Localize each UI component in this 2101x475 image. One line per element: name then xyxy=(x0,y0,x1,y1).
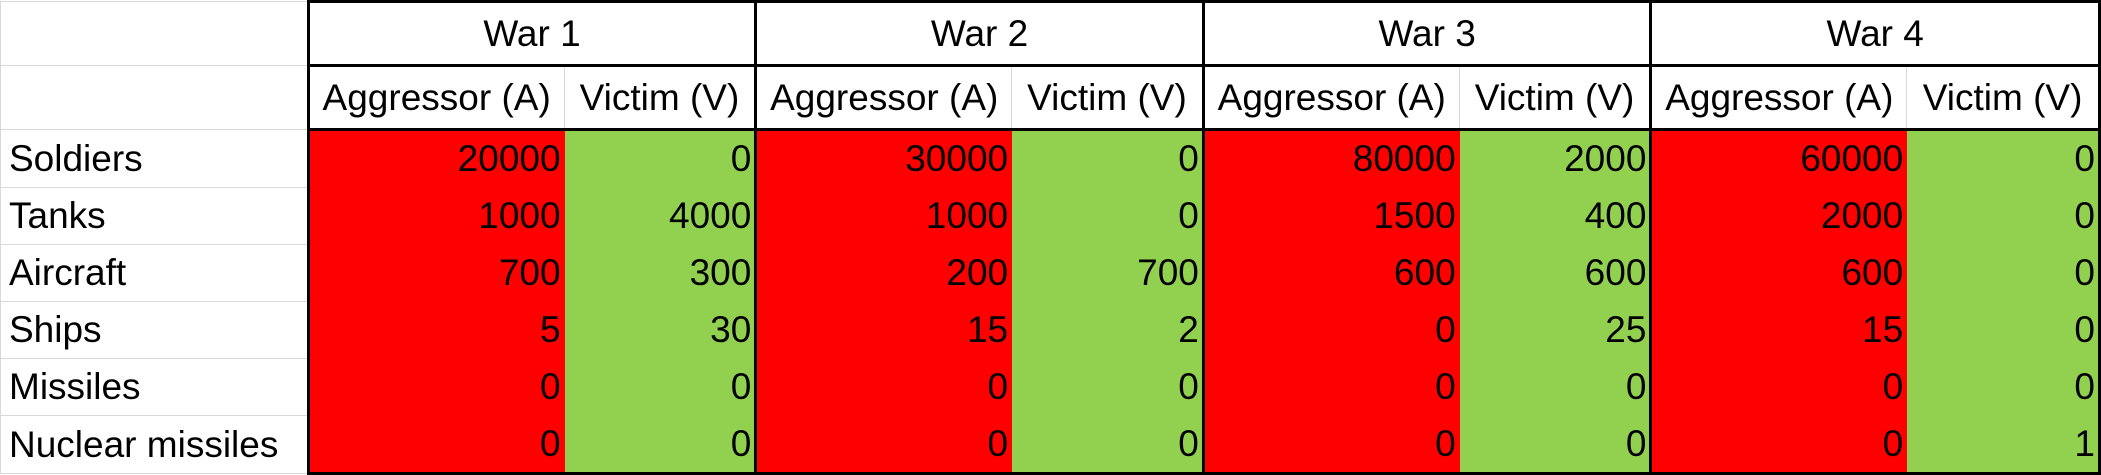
victim-header[interactable]: Victim (V) xyxy=(1458,64,1653,131)
victim-cell[interactable]: 30 xyxy=(563,301,758,359)
aggressor-header[interactable]: Aggressor (A) xyxy=(754,64,1013,131)
corner-cell[interactable] xyxy=(0,1,310,66)
empty-cell[interactable] xyxy=(0,65,310,130)
victim-cell[interactable]: 0 xyxy=(1011,129,1205,188)
victim-cell[interactable]: 0 xyxy=(1906,358,2101,416)
aggressor-cell[interactable]: 1000 xyxy=(754,187,1013,245)
table-row: Ships 5 30 15 2 0 25 15 0 xyxy=(0,301,2101,359)
aggressor-cell[interactable]: 0 xyxy=(306,415,565,475)
aggressor-cell[interactable]: 5 xyxy=(306,301,565,359)
victim-cell[interactable]: 25 xyxy=(1458,301,1653,359)
aggressor-cell[interactable]: 60000 xyxy=(1649,129,1908,188)
table-row: Missiles 0 0 0 0 0 0 0 0 xyxy=(0,358,2101,416)
victim-cell[interactable]: 0 xyxy=(1011,358,1205,416)
victim-cell[interactable]: 0 xyxy=(1906,187,2101,245)
victim-cell[interactable]: 0 xyxy=(1458,415,1653,475)
victim-cell[interactable]: 300 xyxy=(563,244,758,302)
aggressor-cell[interactable]: 2000 xyxy=(1649,187,1908,245)
aggressor-header[interactable]: Aggressor (A) xyxy=(306,64,565,131)
aggressor-header[interactable]: Aggressor (A) xyxy=(1201,64,1460,131)
aggressor-cell[interactable]: 80000 xyxy=(1201,129,1460,188)
war-2-header[interactable]: War 2 xyxy=(754,0,1205,67)
aggressor-cell[interactable]: 0 xyxy=(306,358,565,416)
victim-header[interactable]: Victim (V) xyxy=(563,64,758,131)
row-label-tanks[interactable]: Tanks xyxy=(0,187,310,245)
aggressor-cell[interactable]: 0 xyxy=(754,415,1013,475)
victim-cell[interactable]: 0 xyxy=(1906,244,2101,302)
victim-cell[interactable]: 4000 xyxy=(563,187,758,245)
victim-cell[interactable]: 0 xyxy=(1458,358,1653,416)
victim-cell[interactable]: 0 xyxy=(563,358,758,416)
aggressor-cell[interactable]: 200 xyxy=(754,244,1013,302)
aggressor-cell[interactable]: 20000 xyxy=(306,129,565,188)
aggressor-cell[interactable]: 1000 xyxy=(306,187,565,245)
victim-cell[interactable]: 0 xyxy=(563,415,758,475)
table-row: Tanks 1000 4000 1000 0 1500 400 2000 0 xyxy=(0,187,2101,245)
aggressor-cell[interactable]: 0 xyxy=(1201,301,1460,359)
aggressor-cell[interactable]: 0 xyxy=(1201,415,1460,475)
war-1-header[interactable]: War 1 xyxy=(306,0,758,67)
aggressor-cell[interactable]: 15 xyxy=(1649,301,1908,359)
table-row: Nuclear missiles 0 0 0 0 0 0 0 1 xyxy=(0,415,2101,475)
victim-header[interactable]: Victim (V) xyxy=(1011,64,1205,131)
victim-cell[interactable]: 600 xyxy=(1458,244,1653,302)
victim-cell[interactable]: 2 xyxy=(1011,301,1205,359)
aggressor-header[interactable]: Aggressor (A) xyxy=(1649,64,1908,131)
aggressor-cell[interactable]: 0 xyxy=(754,358,1013,416)
war-4-header[interactable]: War 4 xyxy=(1649,0,2101,67)
row-label-nuclear-missiles[interactable]: Nuclear missiles xyxy=(0,415,310,474)
table-row: Soldiers 20000 0 30000 0 80000 2000 6000… xyxy=(0,129,2101,188)
aggressor-cell[interactable]: 0 xyxy=(1649,358,1908,416)
aggressor-cell[interactable]: 15 xyxy=(754,301,1013,359)
victim-cell[interactable]: 0 xyxy=(1906,301,2101,359)
victim-cell[interactable]: 400 xyxy=(1458,187,1653,245)
victim-cell[interactable]: 0 xyxy=(1011,187,1205,245)
row-label-missiles[interactable]: Missiles xyxy=(0,358,310,416)
aggressor-cell[interactable]: 600 xyxy=(1649,244,1908,302)
victim-cell[interactable]: 700 xyxy=(1011,244,1205,302)
role-header-row: Aggressor (A) Victim (V) Aggressor (A) V… xyxy=(0,64,2101,131)
aggressor-cell[interactable]: 700 xyxy=(306,244,565,302)
victim-cell[interactable]: 0 xyxy=(1906,129,2101,188)
victim-cell[interactable]: 0 xyxy=(1011,415,1205,475)
victim-header[interactable]: Victim (V) xyxy=(1906,64,2101,131)
victim-cell[interactable]: 2000 xyxy=(1458,129,1653,188)
table-row: Aircraft 700 300 200 700 600 600 600 0 xyxy=(0,244,2101,302)
victim-cell[interactable]: 1 xyxy=(1906,415,2101,475)
aggressor-cell[interactable]: 600 xyxy=(1201,244,1460,302)
row-label-soldiers[interactable]: Soldiers xyxy=(0,129,310,188)
aggressor-cell[interactable]: 0 xyxy=(1649,415,1908,475)
victim-cell[interactable]: 0 xyxy=(563,129,758,188)
war-3-header[interactable]: War 3 xyxy=(1201,0,1653,67)
row-label-ships[interactable]: Ships xyxy=(0,301,310,359)
aggressor-cell[interactable]: 1500 xyxy=(1201,187,1460,245)
aggressor-cell[interactable]: 0 xyxy=(1201,358,1460,416)
row-label-aircraft[interactable]: Aircraft xyxy=(0,244,310,302)
war-header-row: War 1 War 2 War 3 War 4 xyxy=(0,0,2101,67)
aggressor-cell[interactable]: 30000 xyxy=(754,129,1013,188)
